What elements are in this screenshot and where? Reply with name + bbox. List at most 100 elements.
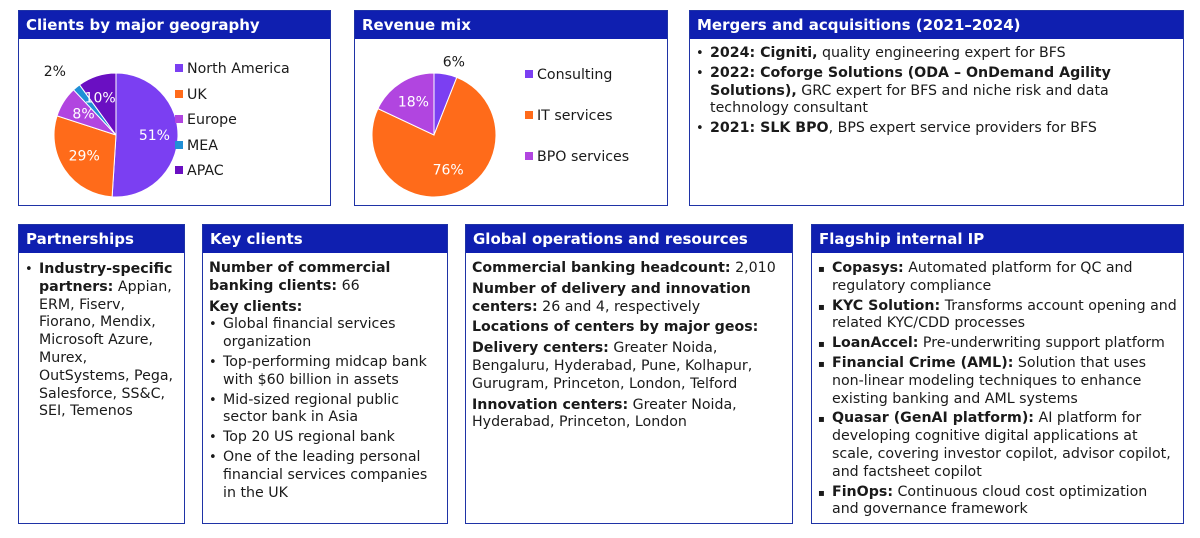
ip-item: Quasar (GenAI platform): AI platform for…: [816, 410, 1177, 481]
mergers-header: Mergers and acquisitions (2021–2024): [690, 11, 1183, 39]
ip-item-title: Quasar (GenAI platform):: [832, 410, 1034, 427]
pie-label-bpo-services: 18%: [398, 95, 429, 111]
pie-slice-it-services: [371, 76, 497, 198]
key-client-item: Top-performing midcap bank with $60 bill…: [207, 354, 441, 390]
legend-swatch: [525, 152, 533, 160]
ip-item: Copasys: Automated platform for QC and r…: [816, 260, 1177, 296]
revenue-pie-chart: 6% 76% 18%: [371, 54, 497, 198]
pie-label-consulting: 6%: [443, 54, 465, 70]
legend-label: IT services: [537, 108, 613, 124]
centers-value: 26 and 4, respectively: [537, 298, 701, 315]
revenue-mix-panel: Revenue mix 6% 76% 18% Consulting IT servic…: [354, 10, 668, 206]
pie-label-apac: 10%: [85, 90, 116, 106]
pie-label-north-america: 51%: [139, 128, 170, 144]
legend-swatch: [175, 166, 183, 174]
legend-item-consulting: Consulting: [525, 67, 612, 83]
ip-item-text: Pre-underwriting support platform: [918, 335, 1165, 352]
ip-item: KYC Solution: Transforms account opening…: [816, 298, 1177, 334]
innovation-label: Innovation centers:: [472, 396, 629, 413]
delivery-value: Greater Noida, Bengaluru, Hyderabad, Pun…: [472, 340, 753, 392]
legend-swatch: [525, 70, 533, 78]
legend-swatch: [175, 64, 183, 72]
revenue-mix-header: Revenue mix: [355, 11, 667, 39]
headcount: Commercial banking headcount: 2,010: [472, 260, 786, 278]
pie-label-mea: 2%: [44, 64, 66, 80]
geography-pie-chart: 51% 29% 8% 2% 10%: [44, 64, 179, 198]
flagship-ip-list: Copasys: Automated platform for QC and r…: [812, 253, 1183, 519]
centers-label: Number of delivery and innovation center…: [472, 280, 751, 315]
count-value: 66: [337, 277, 360, 294]
legend-label: BPO services: [537, 149, 630, 165]
flagship-ip-panel: Flagship internal IP Copasys: Automated …: [811, 224, 1184, 524]
ip-item-text: Solution that uses non-linear modeling t…: [832, 354, 1147, 407]
legend-swatch: [175, 89, 183, 98]
ip-item-text: Continuous cloud cost optimization and g…: [832, 483, 1148, 518]
merger-item: 2024: Cigniti, quality engineering exper…: [694, 45, 1175, 63]
ip-item-title: LoanAccel:: [832, 335, 919, 352]
key-client-item: Mid-sized regional public sector bank in…: [207, 392, 441, 428]
pie-slice-north-america: [111, 72, 179, 198]
ip-item-title: KYC Solution:: [832, 297, 941, 314]
legend-item-mea: MEA: [175, 138, 218, 154]
ip-item: LoanAccel: Pre-underwriting support plat…: [816, 335, 1177, 354]
delivery-label: Delivery centers:: [472, 340, 609, 357]
geography-header: Clients by major geography: [19, 11, 330, 39]
partnership-item-text: Appian, ERM, Fiserv, Fiorano, Mendix, Mi…: [39, 278, 174, 420]
mergers-acquisitions-panel: Mergers and acquisitions (2021–2024) 202…: [689, 10, 1184, 206]
ip-item-title: Copasys:: [832, 260, 904, 276]
pie-slice-apac: [78, 72, 117, 137]
innovation-centers: Innovation centers: Greater Noida, Hyder…: [472, 397, 786, 433]
ip-item: FinOps: Continuous cloud cost optimizati…: [816, 484, 1177, 520]
pie-label-europe: 8%: [72, 106, 94, 122]
legend-label: Europe: [187, 112, 237, 128]
legend-item-apac: APAC: [175, 163, 224, 179]
merger-item-text: GRC expert for BFS and niche risk and da…: [710, 82, 1109, 117]
ip-item-text: Automated platform for QC and regulatory…: [832, 260, 1133, 294]
geography-panel: Clients by major geography 51% 29% 8% 2% 10%…: [18, 10, 331, 206]
merger-item-text: , BPS expert service providers for BFS: [828, 120, 1097, 137]
legend-label: North America: [187, 61, 290, 77]
delivery-centers: Delivery centers: Greater Noida, Bengalu…: [472, 340, 786, 393]
partnership-item: Industry-specific partners: Appian, ERM,…: [23, 261, 178, 421]
legend-label: Consulting: [537, 67, 613, 83]
legend-swatch: [525, 111, 533, 119]
merger-item: 2022: Coforge Solutions (ODA – OnDemand …: [694, 65, 1175, 118]
ip-item-title: Financial Crime (AML):: [832, 354, 1014, 371]
key-client-item: One of the leading personal financial se…: [207, 449, 441, 502]
key-client-item: Global financial services organization: [207, 316, 441, 352]
legend-label: MEA: [187, 137, 218, 154]
merger-item-text: quality engineering expert for BFS: [817, 45, 1066, 61]
pie-slice-uk: [53, 115, 117, 198]
merger-item: 2021: SLK BPO, BPS expert service provid…: [694, 120, 1175, 138]
key-clients-list-label: Key clients:: [209, 298, 303, 315]
global-operations-panel: Global operations and resources Commerci…: [465, 224, 793, 524]
legend-swatch: [175, 140, 183, 149]
ip-item-text: Transforms account opening and related K…: [832, 297, 1177, 332]
merger-item-title: 2022: Coforge Solutions (ODA – OnDemand …: [710, 64, 1111, 99]
legend-item-uk: UK: [175, 87, 207, 103]
count-label: Number of commercial banking clients:: [209, 260, 391, 294]
innovation-value: Greater Noida, Hyderabad, Princeton, Lon…: [472, 396, 737, 431]
partnerships-list: Industry-specific partners: Appian, ERM,…: [19, 253, 184, 421]
key-clients-panel: Key clients Number of commercial banking…: [202, 224, 448, 524]
legend-swatch: [175, 115, 183, 123]
partnerships-header: Partnerships: [19, 225, 184, 253]
pie-label-uk: 29%: [69, 149, 100, 165]
key-clients-list: Global financial services organizationTo…: [207, 316, 441, 502]
locations-label: Locations of centers by major geos:: [472, 319, 759, 336]
headcount-label: Commercial banking headcount:: [472, 260, 731, 276]
legend-label: UK: [187, 86, 207, 103]
centers-count: Number of delivery and innovation center…: [472, 281, 786, 317]
partnerships-panel: Partnerships Industry-specific partners:…: [18, 224, 185, 524]
merger-item-title: 2024: Cigniti,: [710, 45, 818, 61]
legend-item-europe: Europe: [175, 112, 237, 128]
flagship-ip-header: Flagship internal IP: [812, 225, 1183, 253]
legend-item-it-services: IT services: [525, 108, 613, 124]
key-clients-header: Key clients: [203, 225, 447, 253]
headcount-value: 2,010: [730, 260, 776, 276]
ip-item: Financial Crime (AML): Solution that use…: [816, 355, 1177, 408]
pie-slice-bpo-services: [377, 72, 435, 136]
legend-item-north-america: North America: [175, 61, 290, 77]
key-client-item: Top 20 US regional bank: [207, 429, 441, 447]
commercial-clients-count: Number of commercial banking clients: 66: [209, 260, 441, 296]
